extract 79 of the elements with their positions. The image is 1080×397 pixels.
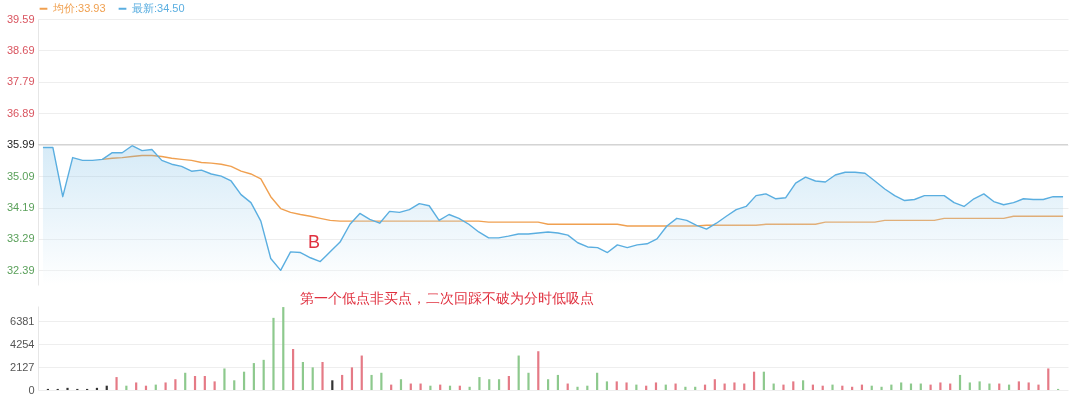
bar xyxy=(370,374,373,390)
bar xyxy=(625,382,628,390)
bar xyxy=(399,379,403,390)
bar xyxy=(880,386,883,390)
bar xyxy=(341,374,344,390)
bar xyxy=(488,379,491,390)
bar xyxy=(1017,381,1020,390)
bar xyxy=(311,367,314,390)
bar xyxy=(507,376,510,390)
bar xyxy=(174,379,177,390)
y-tick-label: 2127 xyxy=(10,360,35,373)
bar xyxy=(537,351,540,390)
bar xyxy=(547,379,550,390)
bar xyxy=(321,362,324,390)
bar xyxy=(958,374,962,390)
y-tick-label: 6381 xyxy=(10,314,35,327)
bar xyxy=(556,374,559,390)
bar xyxy=(752,371,756,390)
bar xyxy=(66,387,69,390)
y-tick-label: 0 xyxy=(28,383,35,396)
bar xyxy=(429,385,432,390)
bar xyxy=(350,367,354,390)
bar xyxy=(262,359,265,390)
bar xyxy=(978,381,981,390)
bar xyxy=(988,383,991,390)
bar xyxy=(929,384,932,390)
y-tick-label: 36.89 xyxy=(6,106,35,119)
bar xyxy=(831,384,834,390)
bar xyxy=(615,381,618,390)
annotation: B xyxy=(307,232,321,252)
bar xyxy=(272,317,275,390)
y-tick-label: 33.29 xyxy=(6,232,35,245)
y-tick-label: 35.09 xyxy=(6,169,35,182)
bar xyxy=(115,377,118,390)
bar xyxy=(576,386,579,390)
bar xyxy=(792,381,795,390)
bar xyxy=(684,386,687,390)
bar xyxy=(497,379,501,390)
bar xyxy=(605,381,609,390)
bar xyxy=(654,382,658,390)
bar xyxy=(331,380,334,390)
bar xyxy=(968,382,971,390)
bar xyxy=(301,362,304,390)
y-tick-label: 39.59 xyxy=(6,12,35,25)
y-tick-label: 35.99 xyxy=(6,138,35,151)
bar xyxy=(782,384,785,390)
bar xyxy=(762,371,765,390)
bar xyxy=(900,382,903,390)
bar xyxy=(282,307,285,390)
bar xyxy=(733,382,736,390)
bar xyxy=(213,381,216,390)
bar xyxy=(419,383,422,390)
text: 第一个低点非买点，二次回踩不破为分时低吸点 xyxy=(300,290,594,306)
bar xyxy=(203,376,206,390)
bar xyxy=(242,371,246,390)
text: 均价:33.93 xyxy=(52,1,106,14)
bar xyxy=(1037,384,1040,390)
bar xyxy=(527,372,530,390)
line-series xyxy=(101,154,1064,227)
bar xyxy=(233,380,236,390)
y-tick-label: 4254 xyxy=(10,337,35,350)
y-tick-label: 37.79 xyxy=(6,75,35,88)
y-tick-label: 32.39 xyxy=(6,263,35,276)
bar xyxy=(802,380,805,390)
y-tick-label: 34.19 xyxy=(6,201,35,213)
bar xyxy=(713,379,716,390)
y-tick-label: 38.69 xyxy=(6,43,35,56)
bar xyxy=(1047,368,1050,390)
bar xyxy=(292,349,295,390)
bar xyxy=(135,382,138,390)
legend-label: 最新:34.50 xyxy=(132,1,185,14)
bar xyxy=(1027,382,1030,390)
bar xyxy=(939,382,942,390)
bar xyxy=(252,363,255,390)
bar xyxy=(478,377,481,390)
bar xyxy=(674,383,677,390)
bar xyxy=(193,376,197,390)
bar xyxy=(223,368,226,390)
bar xyxy=(164,382,167,390)
